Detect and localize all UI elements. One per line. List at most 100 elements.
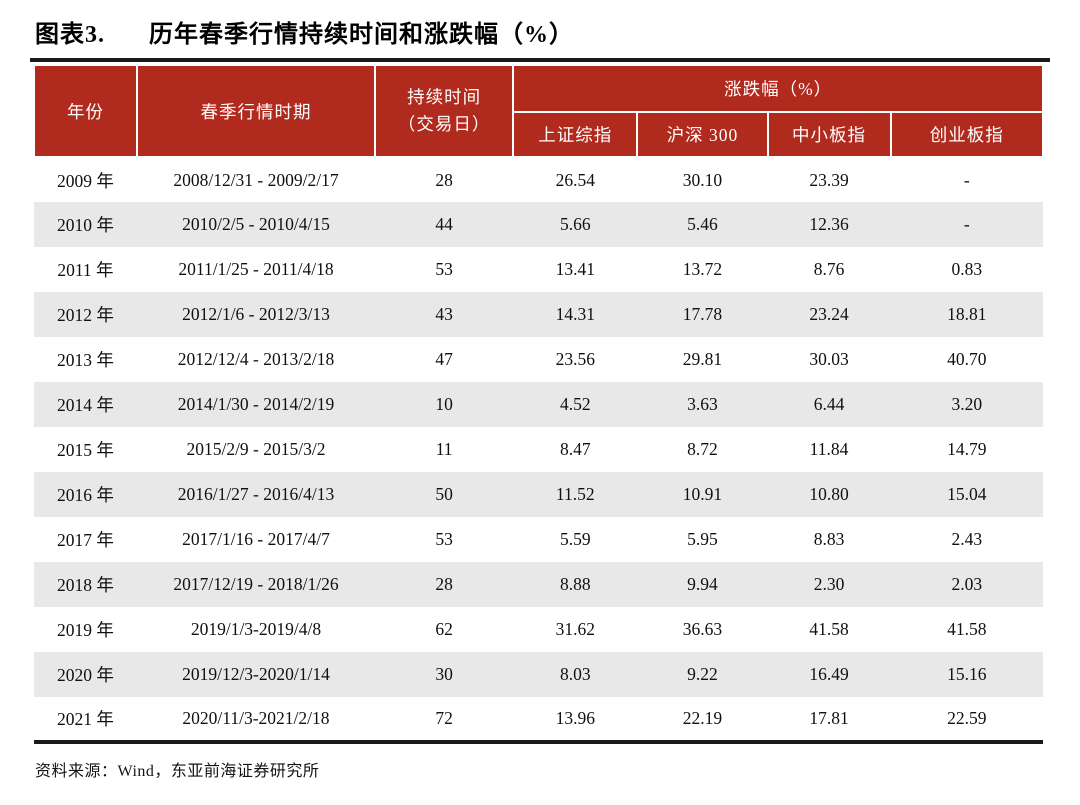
- sme-index-cell: 6.44: [813, 394, 845, 414]
- duration-cell: 53: [435, 259, 453, 279]
- chinext-index-cell: 40.70: [947, 349, 987, 369]
- table-row: 2015 年 2015/2/9 - 2015/3/2 11 8.47 8.72 11.84…: [34, 427, 1043, 472]
- year-cell: 2020 年: [57, 665, 114, 685]
- csi300-cell: 10.91: [682, 484, 723, 504]
- year-cell: 2018 年: [57, 575, 114, 595]
- title-divider: [30, 58, 1050, 62]
- col-header-duration-line1: 持续时间: [407, 86, 482, 107]
- chinext-index-cell: 3.20: [951, 394, 983, 414]
- year-cell: 2010 年: [57, 215, 114, 235]
- table-row: 2011 年 2011/1/25 - 2011/4/18 53 13.41 13.72 8…: [34, 247, 1043, 292]
- table-row: 2013 年 2012/12/4 - 2013/2/18 47 23.56 29.81 3…: [34, 337, 1043, 382]
- csi300-cell: 5.46: [687, 214, 718, 234]
- sse-composite-cell: 8.47: [559, 439, 591, 459]
- header-row-sub: 上证综指 沪深 300 中小板指 创业板指: [34, 111, 1045, 158]
- col-header-change-group: 涨跌幅（%）: [512, 64, 1044, 113]
- period-cell: 2016/1/27 - 2016/4/13: [177, 484, 335, 504]
- csi300-cell: 29.81: [682, 349, 723, 369]
- csi300-cell: 30.10: [682, 169, 723, 190]
- table-row: 2010 年 2010/2/5 - 2010/4/15 44 5.66 5.46 12.3…: [34, 202, 1043, 247]
- col-header-period: 春季行情时期: [135, 64, 377, 158]
- chinext-index-cell: 2.43: [951, 529, 983, 549]
- table-row: 2014 年 2014/1/30 - 2014/2/19 10 4.52 3.63 6.4…: [34, 382, 1043, 427]
- sse-composite-cell: 13.96: [555, 708, 595, 728]
- sme-index-cell: 17.81: [809, 708, 849, 728]
- csi300-cell: 13.72: [682, 259, 723, 279]
- table-body: 2009 年 2008/12/31 - 2009/2/17 28 26.54 30.10…: [34, 157, 1043, 742]
- header-row-top: 年份 春季行情时期 持续时间 （交易日） 涨跌幅（%）: [33, 64, 1044, 158]
- duration-cell: 11: [435, 439, 453, 459]
- chinext-index-cell: 0.83: [951, 259, 983, 279]
- year-cell: 2013 年: [57, 350, 114, 370]
- table-header: 年份 春季行情时期 持续时间 （交易日） 涨跌幅（%） 上证综指 沪深 300 …: [33, 64, 1045, 158]
- sse-composite-cell: 8.88: [559, 574, 591, 594]
- duration-cell: 44: [435, 214, 453, 234]
- col-header-csi300: 沪深 300: [636, 111, 769, 158]
- sme-index-cell: 23.24: [809, 304, 849, 324]
- sme-index-cell: 16.49: [809, 664, 849, 684]
- figure-label: 图表3.: [35, 22, 105, 48]
- csi300-cell: 22.19: [682, 708, 723, 728]
- csi300-cell: 9.94: [687, 574, 718, 594]
- table-row: 2012 年 2012/1/6 - 2012/3/13 43 14.31 17.78 23…: [34, 292, 1043, 337]
- sse-composite-cell: 11.52: [555, 484, 595, 504]
- chinext-index-cell: 22.59: [947, 708, 987, 728]
- table-row: 2016 年 2016/1/27 - 2016/4/13 50 11.52 10.91 1…: [34, 472, 1043, 517]
- sme-index-cell: 8.76: [813, 259, 845, 279]
- csi300-cell: 8.72: [687, 439, 718, 459]
- figure-title: 历年春季行情持续时间和涨跌幅（%）: [149, 22, 574, 48]
- sme-index-cell: 8.83: [813, 529, 845, 549]
- duration-cell: 30: [435, 664, 453, 684]
- csi300-cell: 3.63: [687, 394, 718, 414]
- csi300-cell: 9.22: [687, 664, 718, 684]
- sse-composite-cell: 8.03: [559, 664, 591, 684]
- sse-composite-cell: 5.59: [559, 529, 591, 549]
- period-cell: 2019/12/3-2020/1/14: [182, 664, 330, 684]
- period-cell: 2011/1/25 - 2011/4/18: [178, 259, 334, 279]
- table-row: 2009 年 2008/12/31 - 2009/2/17 28 26.54 30.10…: [34, 157, 1043, 202]
- sme-index-cell: 12.36: [809, 214, 849, 234]
- year-cell: 2014 年: [57, 395, 114, 415]
- sse-composite-cell: 13.41: [555, 259, 595, 279]
- table-row: 2019 年 2019/1/3-2019/4/8 62 31.62 36.63 41.58…: [34, 607, 1043, 652]
- chinext-index-cell: 14.79: [947, 439, 987, 459]
- duration-cell: 47: [435, 349, 453, 369]
- duration-cell: 28: [435, 169, 453, 190]
- table-row: 2020 年 2019/12/3-2020/1/14 30 8.03 9.22 16.49…: [34, 652, 1043, 697]
- period-cell: 2015/2/9 - 2015/3/2: [186, 439, 326, 459]
- sme-index-cell: 2.30: [813, 574, 845, 594]
- col-header-duration-line2: （交易日）: [397, 114, 491, 134]
- col-header-sse-composite: 上证综指: [512, 111, 639, 158]
- period-cell: 2017/12/19 - 2018/1/26: [173, 574, 339, 594]
- csi300-cell: 36.63: [682, 619, 723, 639]
- sse-composite-cell: 23.56: [555, 349, 595, 369]
- year-cell: 2019 年: [57, 620, 114, 640]
- col-header-sme-index: 中小板指: [766, 111, 892, 158]
- period-cell: 2012/1/6 - 2012/3/13: [182, 304, 330, 324]
- source-note: 资料来源：Wind，东亚前海证券研究所: [35, 763, 320, 780]
- duration-cell: 72: [435, 708, 453, 728]
- period-cell: 2014/1/30 - 2014/2/19: [177, 394, 335, 414]
- sme-index-cell: 41.58: [809, 619, 849, 639]
- period-cell: 2010/2/5 - 2010/4/15: [182, 214, 330, 234]
- year-cell: 2016 年: [57, 485, 114, 505]
- csi300-cell: 17.78: [682, 304, 723, 324]
- table-row: 2017 年 2017/1/16 - 2017/4/7 53 5.59 5.95 8.83…: [34, 517, 1043, 562]
- sse-composite-cell: 26.54: [555, 169, 595, 190]
- year-cell: 2011 年: [57, 260, 114, 280]
- figure-title-row: 图表3. 历年春季行情持续时间和涨跌幅（%）: [33, 8, 1044, 58]
- chinext-index-cell: 15.16: [947, 664, 987, 684]
- table-row: 2018 年 2017/12/19 - 2018/1/26 28 8.88 9.94 2.…: [34, 562, 1043, 607]
- period-cell: 2020/11/3-2021/2/18: [182, 708, 330, 728]
- chinext-index-cell: 18.81: [947, 304, 987, 324]
- chinext-index-cell: 15.04: [947, 484, 987, 504]
- year-cell: 2012 年: [57, 305, 114, 325]
- sse-composite-cell: 14.31: [555, 304, 595, 324]
- spring-rally-table: 年份 春季行情时期 持续时间 （交易日） 涨跌幅（%） 上证综指 沪深 300 …: [33, 64, 1045, 744]
- duration-cell: 53: [435, 529, 453, 549]
- csi300-cell: 5.95: [687, 529, 718, 549]
- chinext-index-cell: -: [963, 214, 970, 234]
- sme-index-cell: 30.03: [809, 349, 849, 369]
- year-cell: 2021 年: [57, 709, 114, 729]
